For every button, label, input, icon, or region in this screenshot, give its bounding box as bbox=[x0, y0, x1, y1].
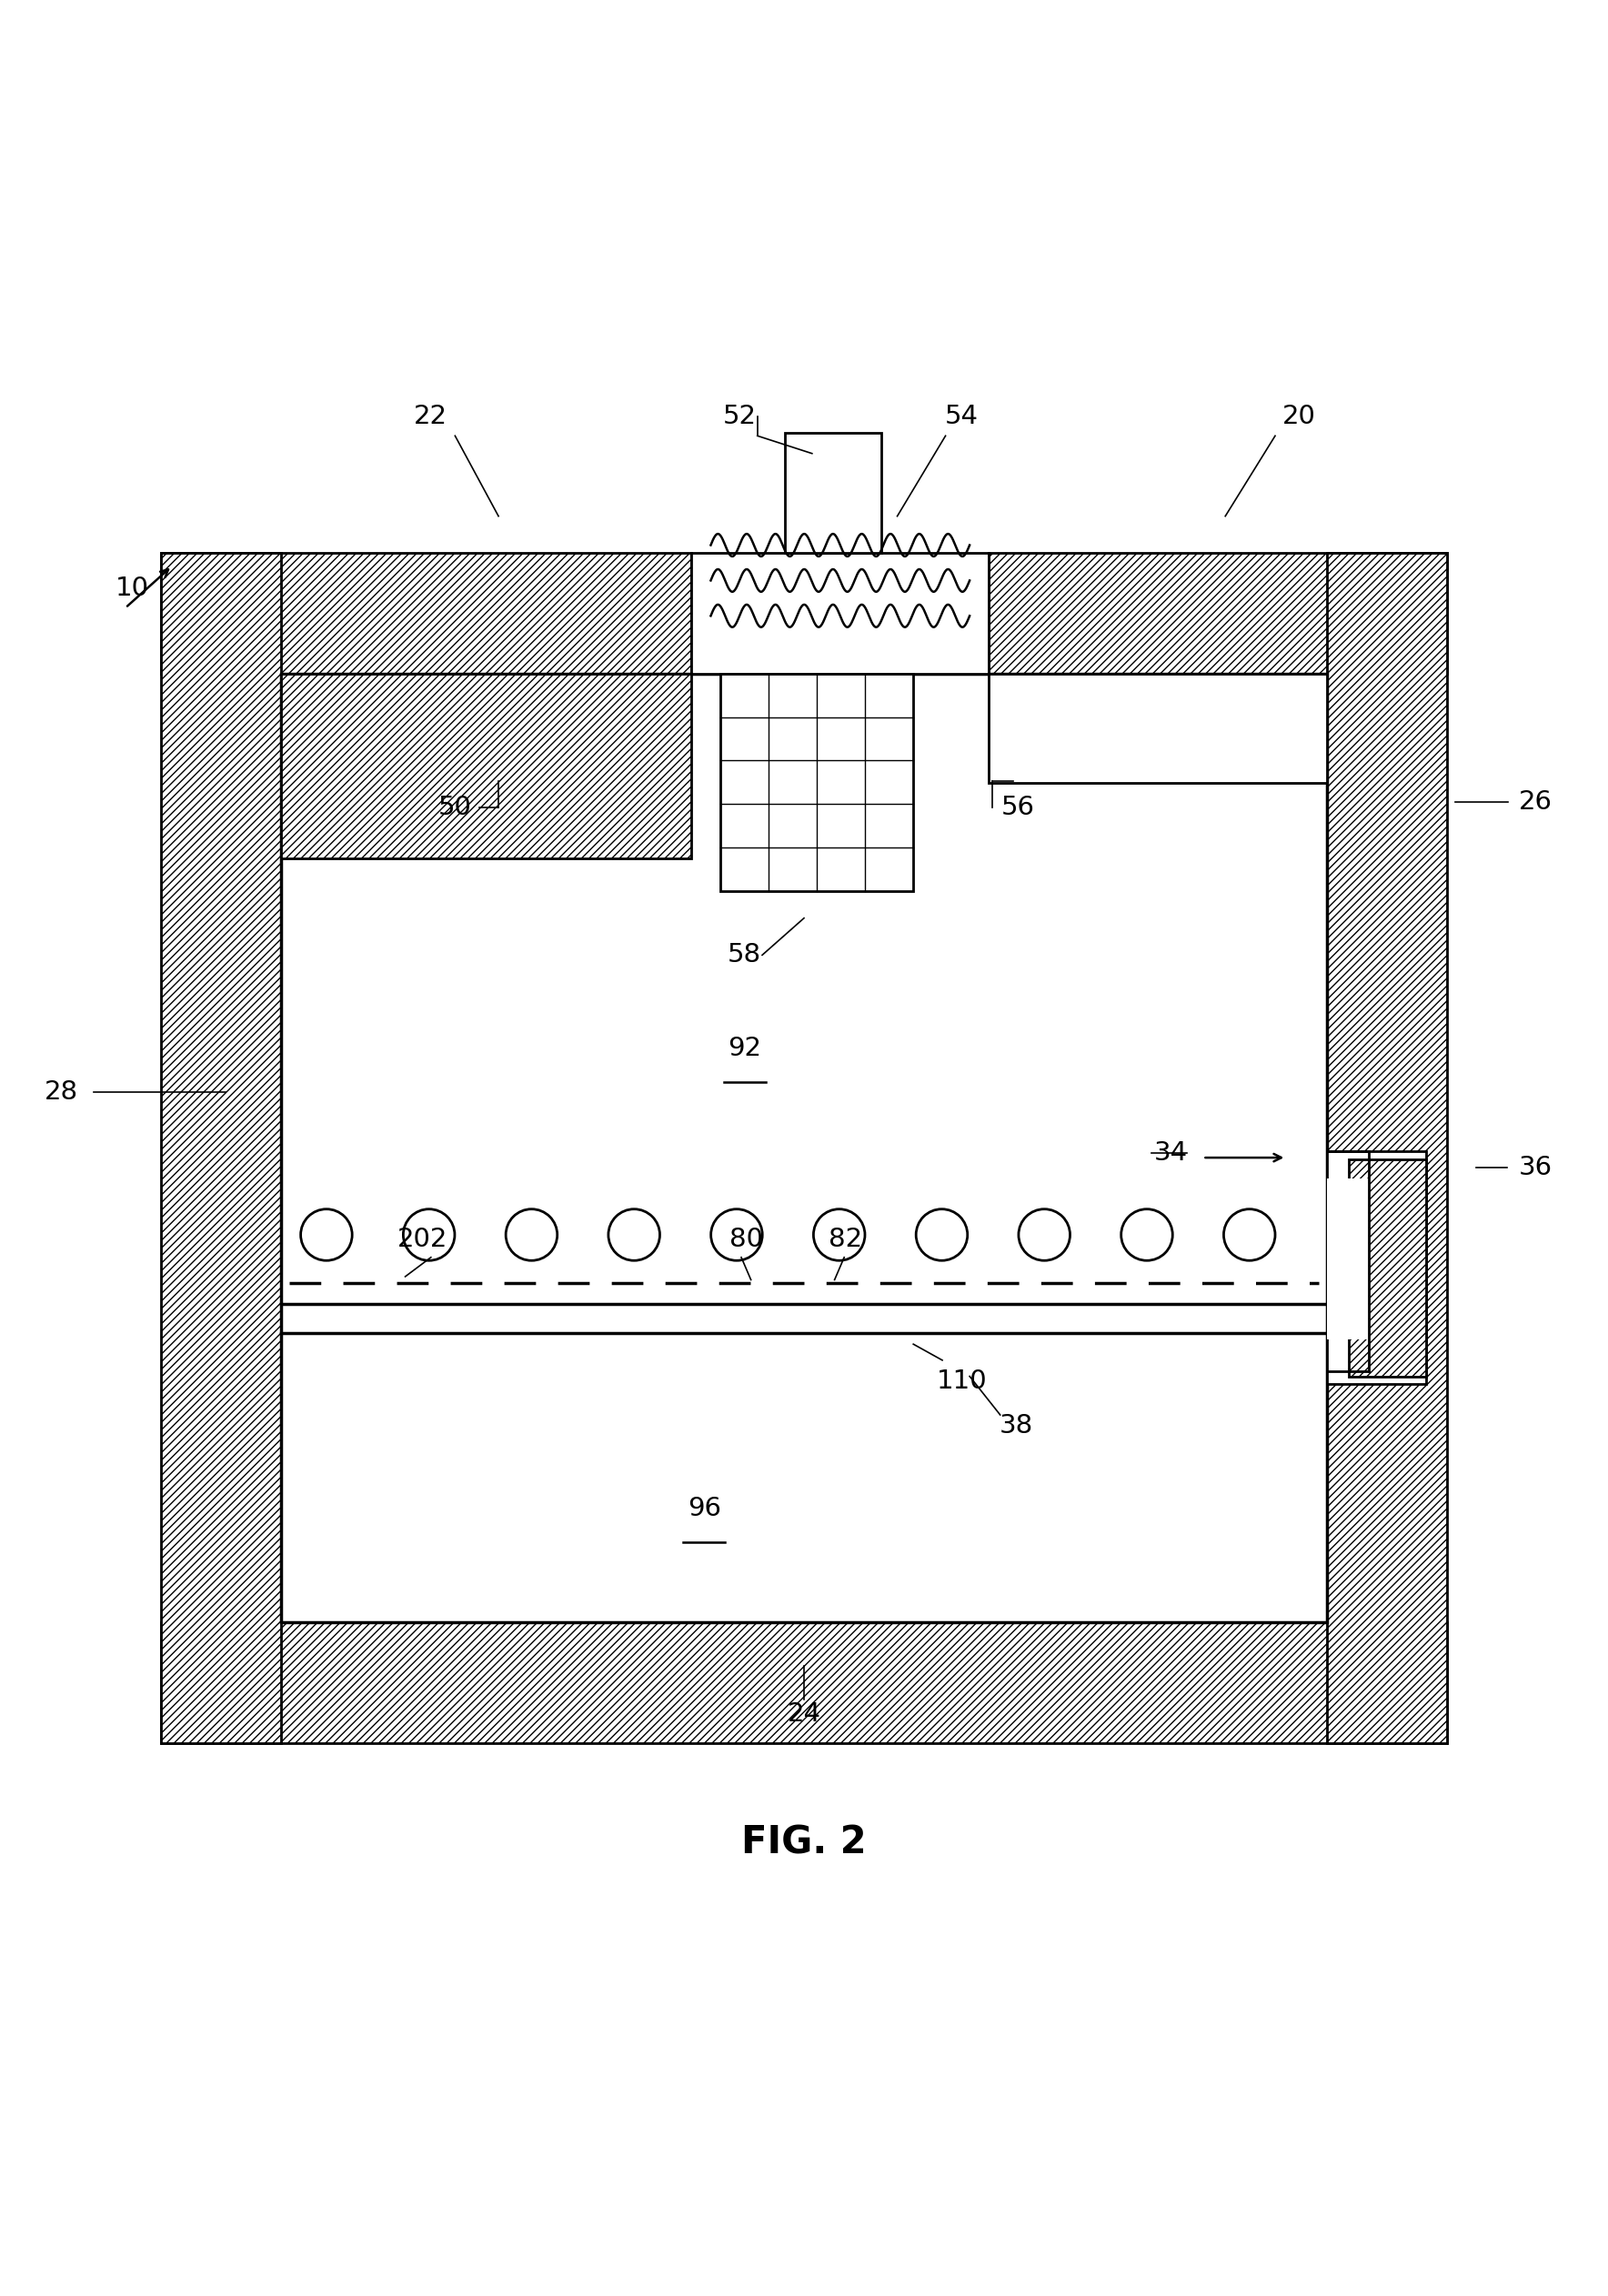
Text: 54: 54 bbox=[946, 404, 978, 429]
Text: 38: 38 bbox=[999, 1414, 1034, 1440]
Text: 26: 26 bbox=[1520, 790, 1552, 815]
Text: 56: 56 bbox=[1002, 794, 1034, 820]
Text: 50: 50 bbox=[439, 794, 471, 820]
Bar bbox=[989, 673, 1327, 783]
Text: 92: 92 bbox=[728, 1035, 761, 1061]
Bar bbox=[281, 673, 691, 859]
Text: 28: 28 bbox=[45, 1079, 77, 1104]
Text: 36: 36 bbox=[1520, 1155, 1552, 1180]
Text: 202: 202 bbox=[397, 1226, 449, 1251]
Bar bbox=[691, 553, 989, 673]
Text: 110: 110 bbox=[936, 1368, 987, 1394]
Text: FIG. 2: FIG. 2 bbox=[741, 1823, 867, 1862]
Bar bbox=[1349, 1159, 1426, 1375]
Text: 20: 20 bbox=[1283, 404, 1315, 429]
Bar bbox=[785, 432, 881, 553]
Bar bbox=[161, 553, 691, 673]
Bar bbox=[1327, 553, 1447, 1743]
Text: 80: 80 bbox=[730, 1226, 762, 1251]
Text: 24: 24 bbox=[788, 1701, 820, 1727]
Text: 22: 22 bbox=[415, 404, 447, 429]
Bar bbox=[1327, 1150, 1426, 1384]
Bar bbox=[161, 1623, 1447, 1743]
Bar bbox=[989, 553, 1447, 673]
Bar bbox=[720, 673, 913, 891]
Bar bbox=[161, 553, 281, 1743]
Bar bbox=[281, 673, 1327, 1623]
Text: 58: 58 bbox=[728, 941, 761, 969]
Text: 96: 96 bbox=[688, 1495, 720, 1520]
Bar bbox=[1327, 1178, 1368, 1339]
Text: 10: 10 bbox=[116, 576, 148, 602]
Text: 82: 82 bbox=[830, 1226, 862, 1251]
Text: 52: 52 bbox=[724, 404, 756, 429]
Text: 34: 34 bbox=[1155, 1141, 1187, 1166]
